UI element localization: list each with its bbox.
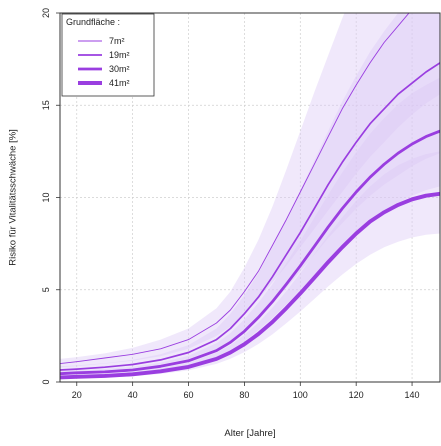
legend-entry-label: 30m² [109,64,130,74]
y-tick-label: 20 [41,8,51,18]
confidence-band [60,151,440,379]
series-lines [60,13,440,380]
legend-box [61,13,155,97]
legend-entry-label: 41m² [109,78,130,88]
series-line [60,13,410,365]
confidence-band [60,13,440,368]
confidence-band [60,13,440,373]
x-tick-label: 120 [349,390,364,400]
y-axis-label: Risiko für Vitalitätsschwäche [%] [8,129,19,266]
legend-entry-label: 7m² [109,36,125,46]
x-tick-label: 60 [184,390,194,400]
series-line [60,129,440,376]
legend-entry-label: 19m² [109,50,130,60]
x-axis-label: Alter [Jahre] [224,428,275,439]
x-tick-label: 40 [128,390,138,400]
confidence-band [60,77,440,376]
y-tick-label: 15 [41,100,51,110]
legend-entries: 7m² 19m² 30m² 41m² [78,36,130,88]
y-tick-label: 10 [41,192,51,202]
axes: 20 40 60 80 100 120 140 0 5 10 15 20 [41,8,420,400]
legend-title: Grundfläche : [66,17,120,27]
series-line [60,191,440,380]
series-line [60,62,440,371]
legend: Grundfläche : 7m² 19m² 30m² 41m² [61,13,155,97]
y-tick-label: 0 [41,379,51,384]
x-tick-label: 20 [72,390,82,400]
x-tick-label: 80 [239,390,249,400]
y-tick-label: 5 [41,287,51,292]
x-tick-label: 140 [405,390,420,400]
confidence-bands [60,13,440,379]
x-tick-label: 100 [293,390,308,400]
